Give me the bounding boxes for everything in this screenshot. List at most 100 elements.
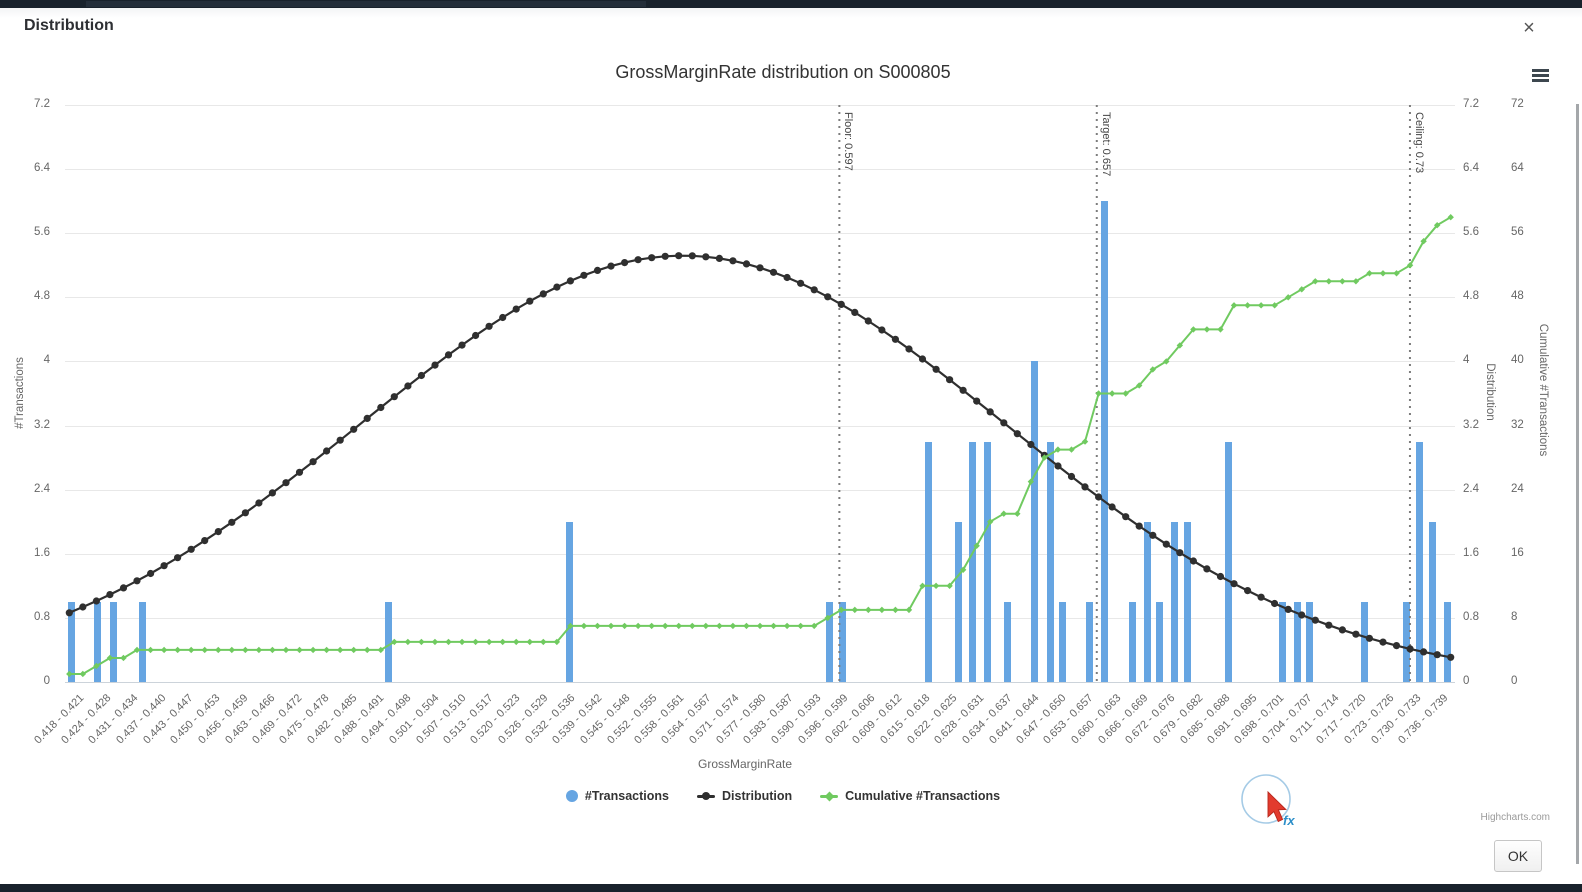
y-tick-label-distribution: 6.4	[1463, 162, 1479, 175]
transactions-bar[interactable]	[1403, 601, 1411, 682]
gridline	[65, 617, 1455, 619]
x-axis-title: GrossMarginRate	[697, 757, 793, 771]
plotline-label: Target: 0.657	[1099, 112, 1112, 177]
cursor-overlay	[1241, 774, 1291, 824]
legend-item-transactions[interactable]: #Transactions	[565, 789, 669, 803]
transactions-bar[interactable]	[94, 601, 102, 682]
transactions-bar[interactable]	[984, 441, 992, 682]
transactions-bar[interactable]	[954, 521, 962, 682]
y-tick-label-distribution: 2.4	[1463, 482, 1479, 495]
transactions-bar[interactable]	[67, 601, 75, 682]
y-tick-label-transactions: 0	[43, 675, 50, 687]
mouse-cursor-icon	[1267, 790, 1287, 823]
y-tick-label-cumulative: 64	[1511, 162, 1524, 175]
transactions-bar[interactable]	[1129, 601, 1137, 682]
browser-top-strip	[0, 0, 1582, 8]
transactions-bar[interactable]	[1004, 601, 1012, 682]
transactions-bar[interactable]	[1046, 441, 1054, 682]
gridline	[65, 361, 1455, 363]
legend-item-cumulative[interactable]: Cumulative #Transactions	[820, 789, 1000, 803]
highcharts-credits[interactable]: Highcharts.com	[1480, 812, 1550, 823]
transactions-bar[interactable]	[1031, 361, 1039, 682]
gridline	[65, 105, 1455, 106]
transactions-bar[interactable]	[385, 601, 393, 682]
transactions-bar[interactable]	[1171, 521, 1179, 682]
y-tick-label-distribution: 4.8	[1463, 290, 1479, 303]
y-tick-label-transactions: 4.8	[34, 290, 50, 303]
transactions-bar[interactable]	[1306, 601, 1314, 682]
browser-top-strip-content	[86, 1, 646, 7]
y-tick-label-cumulative: 32	[1511, 418, 1524, 431]
plotline-label: Ceiling: 0.73	[1412, 112, 1425, 174]
chart-title: GrossMarginRate distribution on S000805	[615, 62, 951, 82]
legend-label: #Transactions	[584, 789, 669, 803]
y-tick-label-distribution: 1.6	[1463, 546, 1479, 559]
y-tick-label-cumulative: 16	[1511, 546, 1524, 559]
gridline	[65, 553, 1455, 555]
gridline	[65, 682, 1455, 683]
gridline	[65, 233, 1455, 235]
transactions-bar[interactable]	[1101, 201, 1109, 682]
legend-label: Cumulative #Transactions	[845, 789, 1001, 803]
transactions-bar[interactable]	[1224, 441, 1232, 682]
transactions-bar[interactable]	[138, 601, 146, 682]
y-axis-title-cumulative: Cumulative #Transactions	[1537, 323, 1549, 457]
modal-top-fade	[0, 8, 1582, 18]
y-tick-label-transactions: 6.4	[34, 162, 50, 175]
y-tick-label-distribution: 0.8	[1463, 610, 1479, 623]
browser-bottom-strip	[0, 884, 1582, 892]
transactions-bar[interactable]	[969, 441, 977, 682]
gridline	[65, 297, 1455, 299]
y-tick-label-cumulative: 72	[1511, 98, 1524, 110]
y-tick-label-distribution: 5.6	[1463, 226, 1479, 239]
y-tick-label-distribution: 7.2	[1463, 98, 1479, 110]
legend-item-distribution[interactable]: Distribution	[697, 789, 792, 803]
legend-label: Distribution	[722, 789, 793, 803]
transactions-bar[interactable]	[565, 521, 573, 682]
y-tick-label-transactions: 0.8	[34, 610, 50, 623]
close-icon[interactable]: ×	[1523, 17, 1535, 39]
transactions-bar[interactable]	[825, 601, 833, 682]
y-tick-label-transactions: 7.2	[34, 98, 50, 110]
y-tick-label-distribution: 3.2	[1463, 418, 1479, 431]
transactions-bar[interactable]	[1416, 441, 1424, 682]
y-tick-label-transactions: 4	[43, 354, 50, 367]
transactions-bar[interactable]	[1156, 601, 1164, 682]
transactions-bar[interactable]	[1144, 521, 1152, 682]
legend-marker-circle-icon	[565, 790, 578, 802]
chart-legend: #Transactions Distribution Cumulative #T…	[0, 789, 1566, 803]
transactions-bar[interactable]	[1059, 601, 1067, 682]
gridline	[65, 425, 1455, 427]
y-tick-label-transactions: 5.6	[34, 226, 50, 239]
y-tick-label-cumulative: 48	[1511, 290, 1524, 303]
transactions-bar[interactable]	[924, 441, 932, 682]
transactions-bar[interactable]	[1294, 601, 1302, 682]
y-tick-label-cumulative: 40	[1511, 354, 1524, 367]
transactions-bar[interactable]	[1361, 601, 1369, 682]
chart-menu-icon[interactable]	[1532, 69, 1549, 83]
gridline	[65, 169, 1455, 171]
transactions-bar[interactable]	[1429, 521, 1437, 682]
y-tick-label-distribution: 4	[1463, 354, 1470, 367]
y-tick-label-cumulative: 0	[1511, 675, 1518, 687]
legend-marker-line-diamond-icon	[820, 791, 839, 801]
y-tick-label-transactions: 3.2	[34, 418, 50, 431]
fx-badge: fx	[1283, 813, 1295, 828]
window-right-edge	[1576, 104, 1579, 864]
transactions-bar[interactable]	[1184, 521, 1192, 682]
click-ripple-icon	[1241, 774, 1291, 824]
legend-marker-line-dot-icon	[697, 792, 715, 800]
transactions-bar[interactable]	[839, 601, 847, 682]
y-tick-label-distribution: 0	[1463, 675, 1470, 687]
transactions-bar[interactable]	[109, 601, 117, 682]
ok-button[interactable]: OK	[1494, 840, 1542, 872]
modal-title: Distribution	[24, 17, 114, 34]
transactions-bar[interactable]	[1444, 601, 1452, 682]
y-axis-title-transactions: #Transactions	[14, 357, 26, 429]
transactions-bar[interactable]	[1086, 601, 1094, 682]
y-tick-label-cumulative: 8	[1511, 610, 1518, 623]
gridline	[65, 489, 1455, 491]
transactions-bar[interactable]	[1279, 601, 1287, 682]
